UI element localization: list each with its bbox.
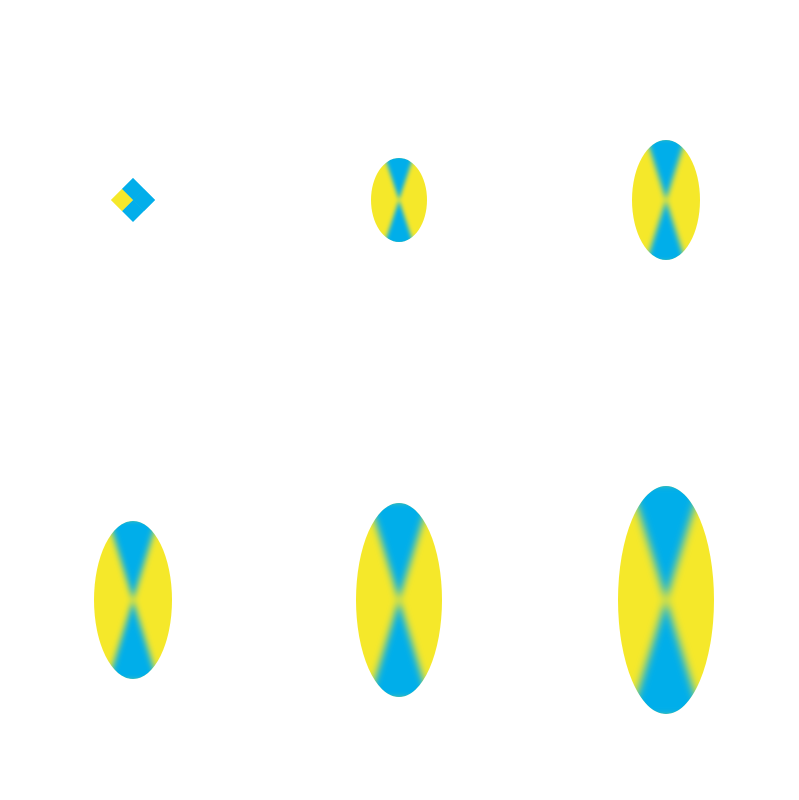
diamond-shape: [111, 178, 155, 222]
ellipse-shape-6: [618, 486, 714, 714]
ellipse-shape-4: [94, 521, 172, 679]
ellipse-shape-3: [632, 140, 700, 260]
ellipse-shape-2: [371, 158, 427, 242]
ellipse-shape-5: [356, 503, 442, 697]
